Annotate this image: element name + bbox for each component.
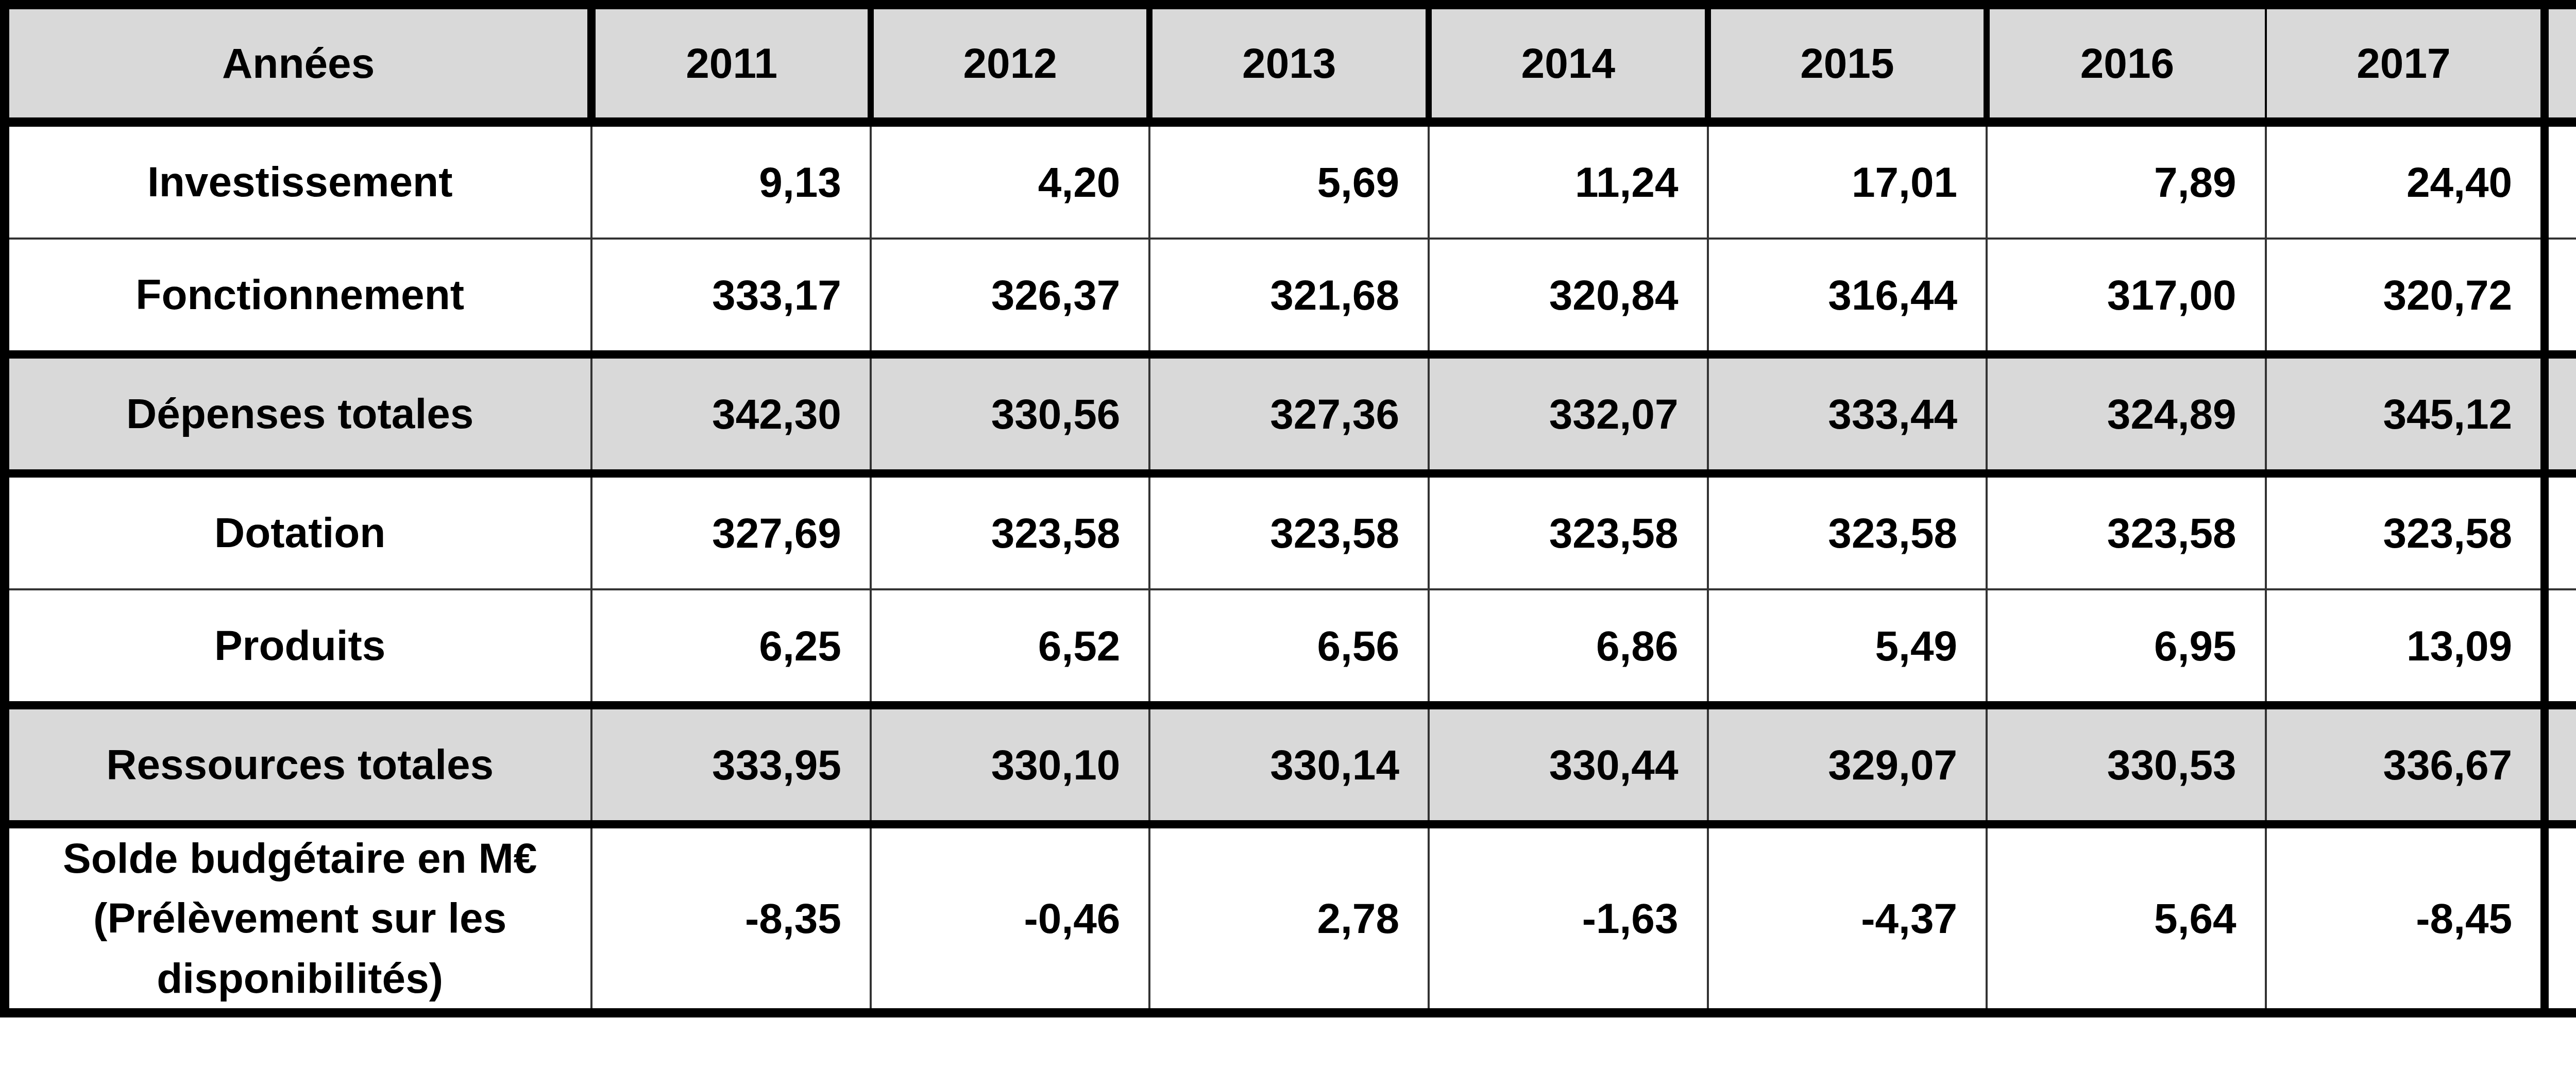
- value-cell: 9,13: [591, 122, 871, 239]
- value-cell: 327,36: [1149, 354, 1429, 473]
- value-cell: 342,30: [591, 354, 871, 473]
- value-cell: 323,58: [1149, 473, 1429, 589]
- value-cell: 330,56: [871, 354, 1150, 473]
- value-cell: 323,58: [871, 473, 1150, 589]
- total-cell: 51,71: [2545, 589, 2576, 705]
- value-cell: 321,68: [1149, 239, 1429, 354]
- value-cell: 324,89: [1987, 354, 2266, 473]
- budget-table: Années 2011 2012 2013 2014 2015 2016 201…: [0, 0, 2576, 1017]
- row-dotation: Dotation 327,69 323,58 323,58 323,58 323…: [5, 473, 2576, 589]
- value-cell: 5,49: [1708, 589, 1987, 705]
- value-cell: 323,58: [2266, 473, 2545, 589]
- column-header-2016: 2016: [1987, 5, 2266, 122]
- value-cell: 6,95: [1987, 589, 2266, 705]
- value-cell: 332,07: [1429, 354, 1708, 473]
- value-cell: 7,89: [1987, 122, 2266, 239]
- column-header-2012: 2012: [871, 5, 1150, 122]
- value-cell: 317,00: [1987, 239, 2266, 354]
- value-cell: 316,44: [1708, 239, 1987, 354]
- row-label: Fonctionnement: [5, 239, 591, 354]
- value-cell: 333,95: [591, 705, 871, 824]
- total-cell: 2320,91: [2545, 705, 2576, 824]
- row-label: Solde budgétaire en M€ (Prélèvement sur …: [5, 824, 591, 1013]
- total-cell: -14,85: [2545, 824, 2576, 1013]
- value-cell: 330,10: [871, 705, 1150, 824]
- value-cell: -1,63: [1429, 824, 1708, 1013]
- value-cell: 11,24: [1429, 122, 1708, 239]
- value-cell: 5,69: [1149, 122, 1429, 239]
- value-cell: 323,58: [1987, 473, 2266, 589]
- row-label: Ressources totales: [5, 705, 591, 824]
- column-header-2011: 2011: [591, 5, 871, 122]
- value-cell: 6,25: [591, 589, 871, 705]
- value-cell: 326,37: [871, 239, 1150, 354]
- value-cell: 333,17: [591, 239, 871, 354]
- value-cell: 330,14: [1149, 705, 1429, 824]
- row-produits: Produits 6,25 6,52 6,56 6,86 5,49 6,95 1…: [5, 589, 2576, 705]
- column-header-total: Total: [2545, 5, 2576, 122]
- row-ressources-totales: Ressources totales 333,95 330,10 330,14 …: [5, 705, 2576, 824]
- value-cell: 330,44: [1429, 705, 1708, 824]
- total-cell: 2256,21: [2545, 239, 2576, 354]
- value-cell: 345,12: [2266, 354, 2545, 473]
- row-solde-budgetaire: Solde budgétaire en M€ (Prélèvement sur …: [5, 824, 2576, 1013]
- unit-note: en M€: [0, 1017, 2576, 1084]
- column-header-2014: 2014: [1429, 5, 1708, 122]
- column-header-2013: 2013: [1149, 5, 1429, 122]
- value-cell: 333,44: [1708, 354, 1987, 473]
- column-header-annees: Années: [5, 5, 591, 122]
- value-cell: 323,58: [1708, 473, 1987, 589]
- total-cell: 2335,76: [2545, 354, 2576, 473]
- row-label: Dépenses totales: [5, 354, 591, 473]
- value-cell: 2,78: [1149, 824, 1429, 1013]
- value-cell: 336,67: [2266, 705, 2545, 824]
- row-investissement: Investissement 9,13 4,20 5,69 11,24 17,0…: [5, 122, 2576, 239]
- header-row: Années 2011 2012 2013 2014 2015 2016 201…: [5, 5, 2576, 122]
- value-cell: 24,40: [2266, 122, 2545, 239]
- row-label: Investissement: [5, 122, 591, 239]
- column-header-2015: 2015: [1708, 5, 1987, 122]
- value-cell: -8,45: [2266, 824, 2545, 1013]
- value-cell: -8,35: [591, 824, 871, 1013]
- value-cell: 13,09: [2266, 589, 2545, 705]
- value-cell: 5,64: [1987, 824, 2266, 1013]
- total-cell: 79,55: [2545, 122, 2576, 239]
- row-fonctionnement: Fonctionnement 333,17 326,37 321,68 320,…: [5, 239, 2576, 354]
- value-cell: 323,58: [1429, 473, 1708, 589]
- row-label: Dotation: [5, 473, 591, 589]
- value-cell: 6,56: [1149, 589, 1429, 705]
- value-cell: -0,46: [871, 824, 1150, 1013]
- row-depenses-totales: Dépenses totales 342,30 330,56 327,36 33…: [5, 354, 2576, 473]
- value-cell: 320,84: [1429, 239, 1708, 354]
- value-cell: 6,86: [1429, 589, 1708, 705]
- value-cell: 6,52: [871, 589, 1150, 705]
- value-cell: 327,69: [591, 473, 871, 589]
- total-cell: 2269,20: [2545, 473, 2576, 589]
- value-cell: 320,72: [2266, 239, 2545, 354]
- column-header-2017: 2017: [2266, 5, 2545, 122]
- row-label: Produits: [5, 589, 591, 705]
- value-cell: 329,07: [1708, 705, 1987, 824]
- value-cell: 17,01: [1708, 122, 1987, 239]
- value-cell: 4,20: [871, 122, 1150, 239]
- value-cell: -4,37: [1708, 824, 1987, 1013]
- value-cell: 330,53: [1987, 705, 2266, 824]
